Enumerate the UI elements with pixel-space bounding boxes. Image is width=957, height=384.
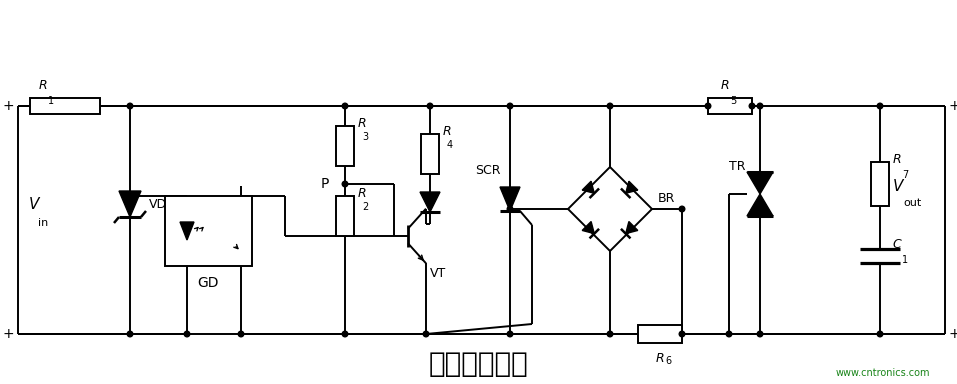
Circle shape [343,181,347,187]
Polygon shape [747,172,773,194]
Text: $R$: $R$ [655,352,664,365]
Text: +: + [2,327,14,341]
Text: BR: BR [658,192,676,205]
Text: $R$: $R$ [38,79,48,92]
Text: SCR: SCR [475,164,501,177]
Text: 7: 7 [902,170,908,180]
Text: 6: 6 [665,356,671,366]
Circle shape [343,331,347,337]
Circle shape [127,331,133,337]
Bar [336,196,354,236]
Bar [638,325,682,343]
Circle shape [343,103,347,109]
Text: $V$: $V$ [892,178,905,194]
Polygon shape [747,194,773,216]
Circle shape [238,331,244,337]
Circle shape [607,103,612,109]
Text: 5: 5 [730,96,736,106]
Circle shape [507,331,513,337]
Text: 1: 1 [902,255,908,265]
Bar [421,134,439,174]
Circle shape [679,206,685,212]
Bar [871,162,889,206]
Bar [165,196,252,266]
Text: GD: GD [198,276,219,290]
Text: 继电器原理图: 继电器原理图 [428,350,528,378]
Polygon shape [420,192,440,212]
Circle shape [705,103,711,109]
Text: 4: 4 [447,140,453,150]
Text: $R$: $R$ [720,79,729,92]
Circle shape [757,331,763,337]
Text: VT: VT [430,267,446,280]
Text: 3: 3 [362,132,368,142]
Text: $R$: $R$ [357,117,367,130]
Circle shape [878,331,882,337]
Circle shape [679,331,685,337]
Text: $V$: $V$ [28,196,41,212]
Circle shape [757,103,763,109]
Circle shape [127,193,133,199]
Text: in: in [38,218,48,228]
Circle shape [507,206,513,212]
Text: +: + [2,99,14,113]
Bar [30,98,100,114]
Text: +: + [949,99,957,113]
Text: $R$: $R$ [892,153,901,166]
Text: $R$: $R$ [357,187,367,200]
Text: out: out [903,198,922,208]
Circle shape [507,103,513,109]
Text: VD: VD [149,197,167,210]
Text: $C$: $C$ [892,238,902,251]
Circle shape [607,331,612,337]
Circle shape [726,331,732,337]
Bar [336,126,354,166]
Polygon shape [582,181,594,193]
Text: $R$: $R$ [442,125,452,138]
Circle shape [184,331,189,337]
Text: www.cntronics.com: www.cntronics.com [835,368,930,378]
Bar [708,98,752,114]
Polygon shape [500,187,520,211]
Circle shape [423,331,429,337]
Circle shape [749,103,755,109]
Polygon shape [180,222,194,240]
Text: +: + [949,327,957,341]
Circle shape [427,103,433,109]
Polygon shape [626,181,637,193]
Polygon shape [626,222,637,233]
Text: 2: 2 [362,202,368,212]
Circle shape [878,103,882,109]
Text: 1: 1 [48,96,55,106]
Text: P: P [321,177,329,191]
Polygon shape [582,222,594,233]
Polygon shape [119,191,141,217]
Circle shape [127,103,133,109]
Text: TR: TR [728,159,746,172]
